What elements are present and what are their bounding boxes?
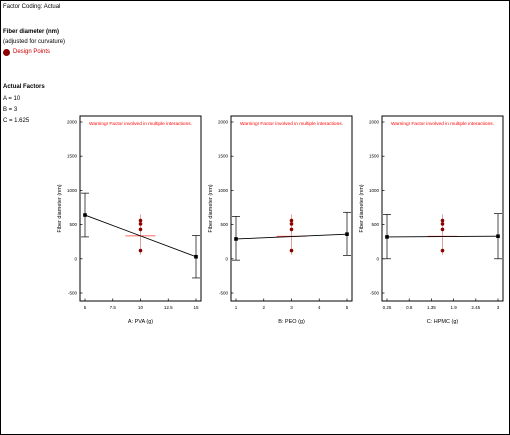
panel-b-xtick-label-4: 4 (318, 305, 321, 310)
panel-c-endpoint-0 (385, 235, 389, 239)
panel-c-ylabel: Fiber diameter (nm) (359, 184, 365, 232)
panel-a-xtick-label-7-5: 7.5 (110, 305, 117, 310)
panel-a-ytick-label-2000: 2000 (67, 120, 78, 125)
panel-c-design-point-0 (440, 218, 445, 223)
panel-b-design-point-3 (289, 248, 294, 253)
panel-a-ytick-label--500: -500 (68, 291, 78, 296)
panel-b-ytick-label-1000: 1000 (218, 188, 229, 193)
panel-b-endpoint-0 (234, 237, 238, 241)
panel-a-xtick-label-15: 15 (193, 305, 199, 310)
panel-c-ytick-label-0: 0 (376, 256, 379, 261)
panel-b-frame (230, 115, 353, 302)
panel-c-design-point-2 (440, 227, 445, 232)
design-points-legend-label: Design Points (13, 49, 51, 55)
panel-b-ytick-label--500: -500 (219, 291, 229, 296)
adjusted-note: (adjusted for curvature) (3, 39, 66, 45)
panel-c-ytick-label-500: 500 (371, 222, 379, 227)
panel-a-ytick-label-0: 0 (74, 256, 77, 261)
panel-b-ytick-label-2000: 2000 (218, 120, 229, 125)
panel-a-design-point-0 (138, 218, 143, 223)
panel-b-warning: Warning! Factor involved in multiple int… (240, 121, 343, 127)
panel-b-ylabel: Fiber diameter (nm) (208, 184, 214, 232)
panel-c-xtick-label-3: 3 (497, 305, 500, 310)
panel-b-xtick-label-5: 5 (346, 305, 349, 310)
factor-b-value: B = 3 (3, 107, 18, 113)
panel-a-ytick-label-500: 500 (69, 222, 77, 227)
panel-c-ytick-label-2000: 2000 (369, 120, 380, 125)
panel-c-design-point-3 (440, 248, 445, 253)
panel-c-ytick-label-1500: 1500 (369, 154, 380, 159)
factor-coding-label: Factor Coding: Actual (3, 4, 61, 10)
panel-a-design-point-2 (138, 227, 143, 232)
panel-b-ytick-label-1500: 1500 (218, 154, 229, 159)
panel-a-xtick-label-10: 10 (138, 305, 144, 310)
panel-c-xtick-label-1-9: 1.9 (450, 305, 457, 310)
panel-c-xlabel: C: HPMC (g) (427, 319, 459, 325)
factor-a-value: A = 10 (3, 96, 21, 102)
panel-a-endpoint-0 (83, 213, 87, 217)
panel-b-design-point-2 (289, 227, 294, 232)
panel-c-design-point-1 (440, 222, 445, 226)
panel-b-xlabel: B: PEO (g) (278, 319, 305, 325)
panel-a-ytick-label-1000: 1000 (67, 188, 78, 193)
panel-c-xtick-label-0-8: 0.8 (406, 305, 413, 310)
panel-a-ytick-label-1500: 1500 (67, 154, 78, 159)
panel-b-design-point-1 (289, 222, 294, 226)
actual-factors-title: Actual Factors (3, 84, 45, 90)
panel-a-warning: Warning! Factor involved in multiple int… (89, 121, 192, 127)
panel-c-xtick-label-1-35: 1.35 (427, 305, 436, 310)
panel-b-ytick-label-500: 500 (220, 222, 228, 227)
panel-c-xtick-label-2-45: 2.45 (471, 305, 480, 310)
panel-a-xtick-label-12-5: 12.5 (164, 305, 173, 310)
panel-a-effect-line (84, 214, 197, 258)
panel-b-endpoint-1 (345, 232, 349, 236)
factor-c-value: C = 1.625 (3, 118, 30, 124)
panel-a-xlabel: A: PVA (g) (128, 319, 153, 325)
panel-b-effect-line (235, 233, 348, 240)
panel-c-ytick-label-1000: 1000 (369, 188, 380, 193)
panel-a-endpoint-1 (194, 254, 198, 259)
response-title: Fiber diameter (nm) (3, 29, 60, 35)
panel-c-xtick-label-0-25: 0.25 (383, 305, 392, 310)
panel-a-xtick-label-5: 5 (84, 305, 87, 310)
panel-c-frame (381, 115, 504, 302)
panel-b-xtick-label-2: 2 (262, 305, 265, 310)
panel-b-xtick-label-3: 3 (290, 305, 293, 310)
panel-b-ytick-label-0: 0 (225, 256, 228, 261)
panel-c-effect-line (386, 235, 499, 238)
panel-a-design-point-3 (138, 248, 143, 253)
panel-c-ytick-label--500: -500 (370, 291, 380, 296)
panel-a-frame (79, 115, 202, 302)
panel-b-design-point-0 (289, 218, 294, 223)
panel-c-warning: Warning! Factor involved in multiple int… (391, 121, 494, 127)
panel-a-design-point-1 (138, 222, 143, 226)
panel-c-endpoint-1 (496, 234, 500, 239)
panel-b-xtick-label-1: 1 (235, 305, 238, 310)
design-point-legend-icon (3, 49, 10, 56)
panel-a-ylabel: Fiber diameter (nm) (57, 184, 63, 232)
